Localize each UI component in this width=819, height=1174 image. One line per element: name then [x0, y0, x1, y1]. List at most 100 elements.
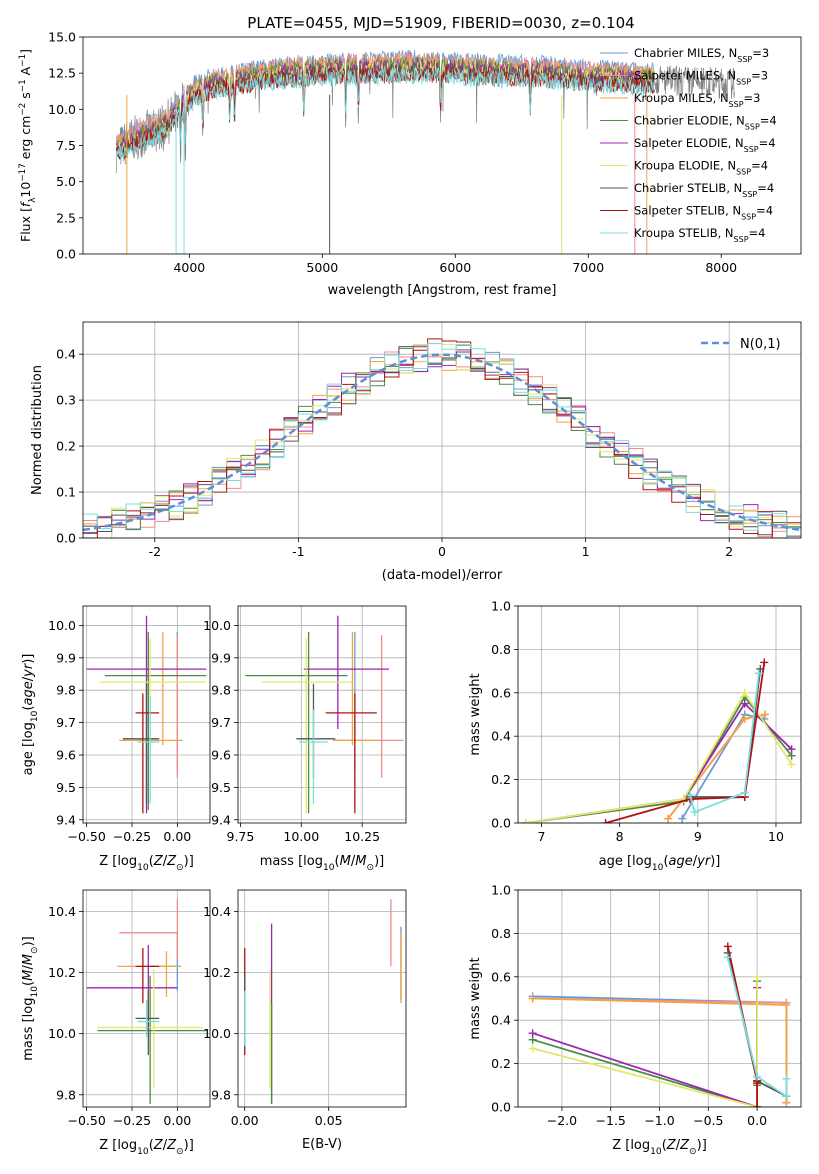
legend: Chabrier MILES, NSSP=3 Salpeter MILES, NS…	[600, 46, 777, 244]
x-axis-label: E(B-V)	[302, 1137, 342, 1152]
weight-marker	[685, 790, 694, 799]
legend-subscript: SSP	[729, 100, 744, 109]
label-part: (	[21, 981, 36, 986]
errorbar-point-3	[104, 631, 207, 811]
label-part: 10	[323, 863, 335, 873]
errorbar-point-8	[137, 696, 160, 804]
label-part: Flux [	[18, 207, 33, 242]
label-part: )]	[21, 654, 36, 664]
ticks: 0.00 0.05 9.8 10.0 10.2 10.4	[203, 904, 342, 1128]
x-tick-label: 9	[694, 829, 702, 844]
gaussian-curve	[83, 353, 801, 532]
x-tick-label: 0.00	[163, 829, 191, 844]
legend-entry: Salpeter MILES, NSSP=3	[634, 69, 768, 87]
y-axis-label: mass weight	[468, 957, 483, 1039]
x-tick-label: -1	[292, 544, 304, 559]
ticks: −0.50 −0.25 0.00 9.8 10.0 10.2 10.4	[48, 904, 191, 1128]
label-part: Z	[153, 854, 164, 869]
y-tick-label: 1.0	[491, 883, 511, 898]
label-part: s	[18, 92, 33, 103]
weight-marker	[754, 669, 763, 678]
weight-marker	[528, 1044, 537, 1053]
errorbar-point-6	[296, 683, 336, 778]
y-axis-label: mass [log10(M/M⊙)]	[21, 936, 40, 1060]
axes-frame	[517, 605, 802, 824]
x-tick-label: 0.05	[315, 1113, 343, 1128]
legend-label: Chabrier ELODIE, N	[634, 114, 745, 128]
y-tick-label: 9.5	[56, 780, 76, 795]
label-part: age [log	[599, 854, 652, 869]
x-tick-label: 8000	[705, 260, 737, 275]
ticks: −2.0 −1.5 −1.0 −0.5 0.0 0.0 0.2 0.4 0.6 0.8 1.0	[491, 883, 767, 1129]
errorbar-point-7	[325, 693, 377, 814]
label-part: ]	[18, 49, 33, 54]
label-part: 10	[652, 863, 664, 873]
legend-entry: Chabrier MILES, NSSP=3	[634, 46, 769, 64]
label-part: Z [log	[612, 1138, 650, 1153]
panel-weight_vs_Z: −2.0 −1.5 −1.0 −0.5 0.0 0.0 0.2 0.4 0.6 0.8 1.0 Z […	[468, 883, 802, 1157]
x-tick-label: −1.5	[596, 1113, 626, 1128]
label-part: age [log	[21, 722, 36, 775]
x-tick-label: 0.0	[747, 1113, 767, 1128]
legend-label: Salpeter STELIB, N	[634, 204, 741, 218]
legend-count: =4	[760, 114, 777, 128]
errorbar-point-2	[117, 951, 181, 997]
axes-frame	[517, 889, 802, 1108]
weight-marker	[678, 814, 687, 823]
legend-entry: Salpeter STELIB, NSSP=4	[634, 204, 773, 222]
y-tick-label: 10.4	[203, 904, 231, 919]
x-tick-label: −0.5	[693, 1113, 723, 1128]
y-tick-label: 15.0	[48, 30, 76, 45]
label-part: −1	[18, 79, 28, 92]
histogram-8	[83, 342, 801, 538]
histogram-7	[83, 338, 801, 538]
y-tick-label: 5.0	[56, 174, 76, 189]
y-tick-label: 10.0	[203, 1026, 231, 1041]
x-tick-label: -2	[149, 544, 161, 559]
label-part: (	[662, 1138, 667, 1153]
x-tick-label: 4000	[173, 260, 205, 275]
label-part: ⊙	[176, 863, 184, 873]
legend-label: Kroupa MILES, N	[634, 91, 729, 105]
x-tick-label: 1	[582, 544, 590, 559]
x-axis-label: mass [log10(M/M⊙)]	[260, 854, 384, 873]
x-axis-label: Z [log10(Z/Z⊙)]	[99, 1138, 194, 1157]
x-axis-label: wavelength [Angstrom, rest frame]	[328, 283, 557, 298]
y-tick-label: 10.2	[48, 965, 76, 980]
label-part: /	[163, 854, 168, 869]
label-part: )]	[374, 854, 384, 869]
x-axis-label: Z [log10(Z/Z⊙)]	[99, 854, 194, 873]
weight-marker	[723, 942, 732, 951]
y-axis-label: age [log10(age/yr)]	[21, 654, 40, 776]
panel-mass_vs_Z: −0.50 −0.25 0.009.810.010.210.4Z [log10(Z/…	[21, 889, 211, 1157]
legend-entry: Kroupa MILES, NSSP=3	[634, 91, 760, 109]
panel-spectrum: 4000 5000 6000 7000 8000 0.0 2.5 5.0 7.5 10.0 12.5…	[18, 30, 802, 298]
x-tick-label: −0.50	[67, 829, 105, 844]
weight-marker	[787, 745, 796, 754]
axes-frame	[237, 889, 407, 1108]
histogram-4	[83, 349, 801, 538]
label-part: /	[351, 854, 356, 869]
label-part: λ	[28, 198, 38, 203]
y-axis-label: Normed distribution	[30, 365, 45, 495]
grid-lines	[83, 890, 210, 1107]
weight-marker	[753, 972, 762, 981]
weight-series-7	[605, 662, 766, 823]
x-tick-label: 2	[725, 544, 733, 559]
label-part: ⊙	[366, 863, 374, 873]
y-tick-label: 9.4	[56, 812, 76, 827]
x-tick-label: 7000	[572, 260, 604, 275]
x-tick-label: 9.75	[227, 829, 255, 844]
x-tick-label: −0.25	[113, 829, 151, 844]
y-tick-label: 9.8	[56, 1087, 76, 1102]
errorbar-point-6	[122, 683, 160, 804]
label-part: Z	[679, 1138, 690, 1153]
panel-age_vs_Z: −0.50 −0.25 0.00 9.4 9.5 9.6 9.7 9.8 9.9 10.0 Z [l…	[21, 605, 211, 873]
weight-marker	[760, 658, 769, 667]
y-tick-label: 0.4	[491, 729, 511, 744]
label-part: A	[18, 66, 33, 79]
legend-count: =4	[751, 159, 768, 173]
label-part: 10	[137, 1147, 149, 1157]
grid-lines	[238, 890, 406, 1107]
x-tick-label: 0.00	[163, 1113, 191, 1128]
